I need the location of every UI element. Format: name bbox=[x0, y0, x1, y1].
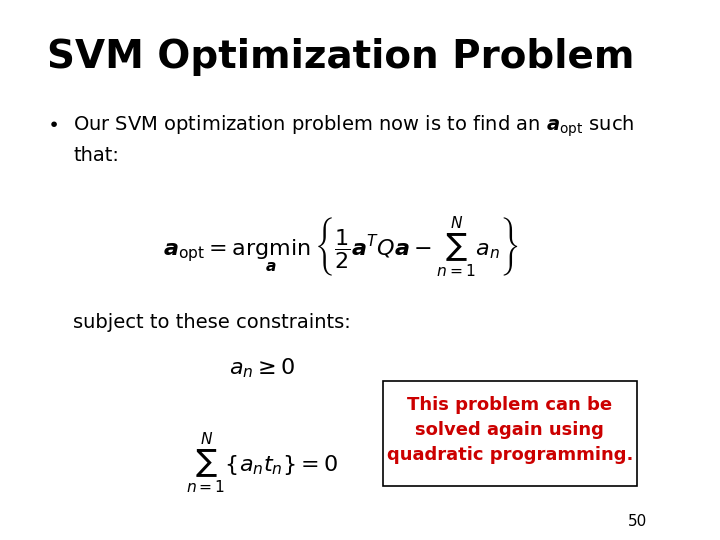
Text: that:: that: bbox=[73, 146, 120, 165]
Text: $\sum_{n=1}^{N} \left\{ a_n t_n \right\} = 0$: $\sum_{n=1}^{N} \left\{ a_n t_n \right\}… bbox=[186, 432, 338, 496]
Text: $\boldsymbol{a}_{\mathrm{opt}} = \underset{\boldsymbol{a}}{\mathrm{argmin}}\, \l: $\boldsymbol{a}_{\mathrm{opt}} = \unders… bbox=[163, 216, 518, 280]
Text: Our SVM optimization problem now is to find an $\boldsymbol{a}_{\mathrm{opt}}$ s: Our SVM optimization problem now is to f… bbox=[73, 113, 635, 139]
Text: $a_n \geq 0$: $a_n \geq 0$ bbox=[229, 356, 295, 380]
FancyBboxPatch shape bbox=[383, 381, 637, 486]
Text: subject to these constraints:: subject to these constraints: bbox=[73, 313, 351, 332]
Text: 50: 50 bbox=[627, 514, 647, 529]
Text: This problem can be
solved again using
quadratic programming.: This problem can be solved again using q… bbox=[387, 396, 633, 464]
Text: SVM Optimization Problem: SVM Optimization Problem bbox=[47, 38, 634, 76]
Text: $\bullet$: $\bullet$ bbox=[48, 113, 58, 132]
